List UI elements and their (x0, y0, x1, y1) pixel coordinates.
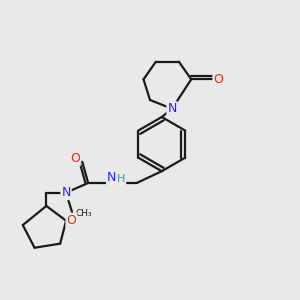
Text: O: O (213, 73, 223, 86)
Text: O: O (66, 214, 76, 226)
Text: H: H (117, 174, 125, 184)
Text: O: O (70, 152, 80, 165)
Text: N: N (107, 171, 116, 184)
Text: N: N (167, 102, 177, 115)
Text: CH₃: CH₃ (75, 209, 92, 218)
Text: N: N (61, 186, 71, 199)
